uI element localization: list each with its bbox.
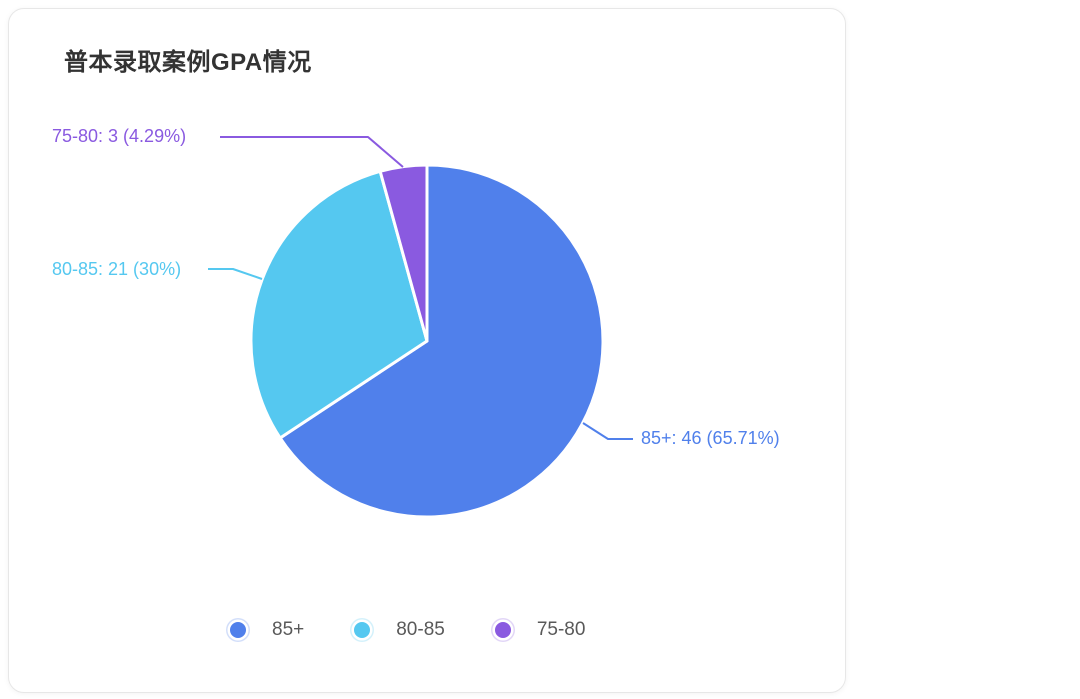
legend-dot-icon <box>494 622 511 638</box>
legend-item-75-80[interactable]: 75-80 <box>494 619 586 641</box>
legend-label: 75-80 <box>536 619 586 640</box>
legend-dot-icon <box>230 622 246 638</box>
slice-label-85plus: 85+: 46 (65.71%) <box>641 428 780 448</box>
chart-legend: 85+ 80-85 75-80 <box>230 619 585 641</box>
legend-label: 85+ <box>272 619 305 640</box>
pie-slices <box>249 163 605 519</box>
slice-label-80-85: 80-85: 21 (30%) <box>52 259 182 279</box>
legend-label: 80-85 <box>396 619 445 640</box>
legend-item-80-85[interactable]: 80-85 <box>354 619 445 641</box>
chart-title: 普本录取案例GPA情况 <box>64 49 312 76</box>
legend-dot-icon <box>354 622 371 638</box>
legend-item-85plus[interactable]: 85+ <box>230 619 304 641</box>
pie-slice-85+[interactable] <box>278 163 605 519</box>
slice-label-75-80: 75-80: 3 (4.29%) <box>52 126 187 146</box>
